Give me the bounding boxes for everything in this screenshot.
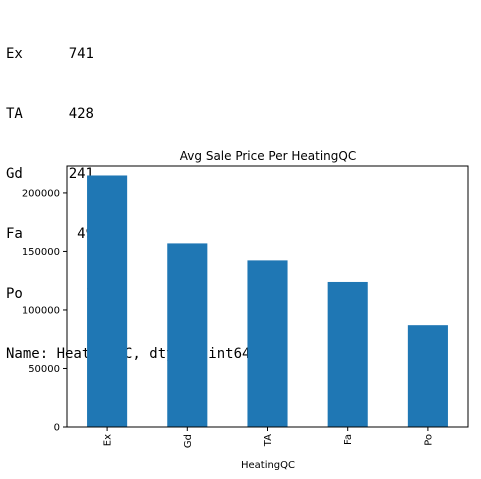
x-axis-label: HeatingQC: [241, 460, 295, 471]
x-tick-label: Fa: [343, 434, 354, 445]
chart-title: Avg Sale Price Per HeatingQC: [180, 149, 356, 163]
series-index: Gd: [6, 166, 23, 182]
bar: [327, 281, 368, 427]
bar: [407, 325, 448, 427]
series-count: 741: [68, 46, 94, 62]
series-row: TA 428: [6, 104, 250, 124]
series-row: Ex 741: [6, 44, 250, 64]
series-index: TA: [6, 106, 23, 122]
y-tick-label: 100000: [22, 305, 60, 316]
plot-frame: [66, 165, 469, 428]
x-tick-label: TA: [263, 434, 274, 447]
bar: [167, 243, 208, 427]
y-tick-label: 0: [54, 423, 60, 434]
y-tick-label: 50000: [28, 364, 60, 375]
bar-chart: Avg Sale Price Per HeatingQC Ex Gd TA Fa Po 0…: [22, 149, 469, 471]
chart-marks: Ex Gd TA Fa Po 0 50000 100000 150000 200000: [22, 175, 448, 448]
series-index: Po: [6, 286, 23, 302]
bar: [87, 175, 128, 427]
series-index: Ex: [6, 46, 23, 62]
series-index: Fa: [6, 226, 23, 242]
y-tick-label: 150000: [22, 247, 60, 258]
bar: [247, 260, 288, 427]
series-count: 428: [68, 106, 94, 122]
x-tick-label: Po: [423, 434, 434, 446]
x-tick-label: Gd: [183, 434, 194, 448]
x-tick-label: Ex: [103, 434, 114, 446]
y-tick-label: 200000: [22, 188, 60, 199]
